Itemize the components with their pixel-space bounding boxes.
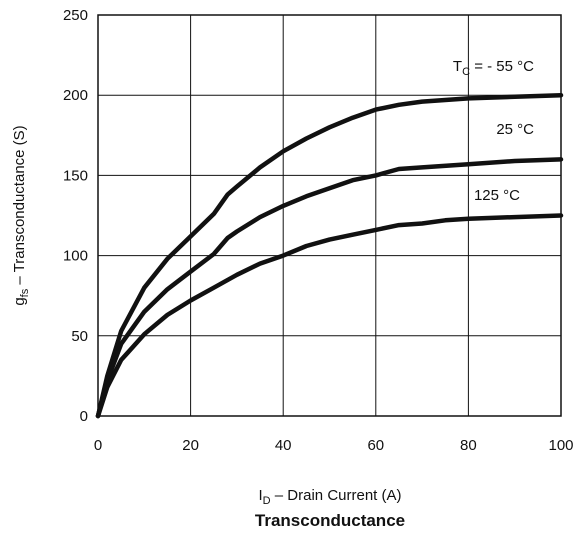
x-tick-label: 0	[94, 437, 102, 454]
series-line--55	[95, 92, 564, 419]
x-axis-title-sub: D	[263, 495, 271, 507]
tick-labels: 0 20 40 60 80 100 0 50 100 150 200 250	[63, 7, 574, 454]
series-labels: TC = - 55 °C 25 °C 125 °C	[453, 58, 534, 204]
y-tick-label: 50	[71, 328, 88, 345]
y-axis-title-rest: – Transconductance (S)	[11, 125, 28, 288]
x-axis-title-main: I	[259, 487, 263, 504]
series-label-main: 25 °C	[496, 121, 534, 138]
y-tick-label: 250	[63, 7, 88, 24]
grid	[97, 14, 562, 417]
y-tick-label: 200	[63, 87, 88, 104]
y-axis-title-sub: fs	[19, 288, 31, 297]
y-axis-title: gfs – Transconductance (S)	[11, 125, 31, 305]
series-label-main: T	[453, 58, 462, 75]
series-label--55: TC = - 55 °C	[453, 58, 534, 78]
series-line-25	[95, 157, 564, 419]
x-tick-label: 20	[182, 437, 199, 454]
x-axis-title-rest: – Drain Current (A)	[271, 487, 402, 504]
y-axis-title-main: g	[11, 297, 28, 305]
x-tick-label: 40	[275, 437, 292, 454]
series-label-125: 125 °C	[474, 187, 520, 204]
plot-frame	[97, 14, 562, 417]
series-label-25: 25 °C	[496, 121, 534, 138]
series-label-sub: C	[462, 66, 470, 78]
y-tick-label: 150	[63, 167, 88, 184]
series-label-rest: = - 55 °C	[470, 58, 534, 75]
x-tick-label: 60	[367, 437, 384, 454]
curves	[95, 92, 564, 419]
x-axis-title: ID – Drain Current (A)	[259, 487, 402, 507]
series-label-main: 125 °C	[474, 187, 520, 204]
chart-title: Transconductance	[255, 511, 405, 530]
x-tick-label: 80	[460, 437, 477, 454]
series-line-125	[95, 213, 564, 419]
y-tick-label: 100	[63, 248, 88, 265]
x-tick-label: 100	[548, 437, 573, 454]
y-tick-label: 0	[80, 408, 88, 425]
